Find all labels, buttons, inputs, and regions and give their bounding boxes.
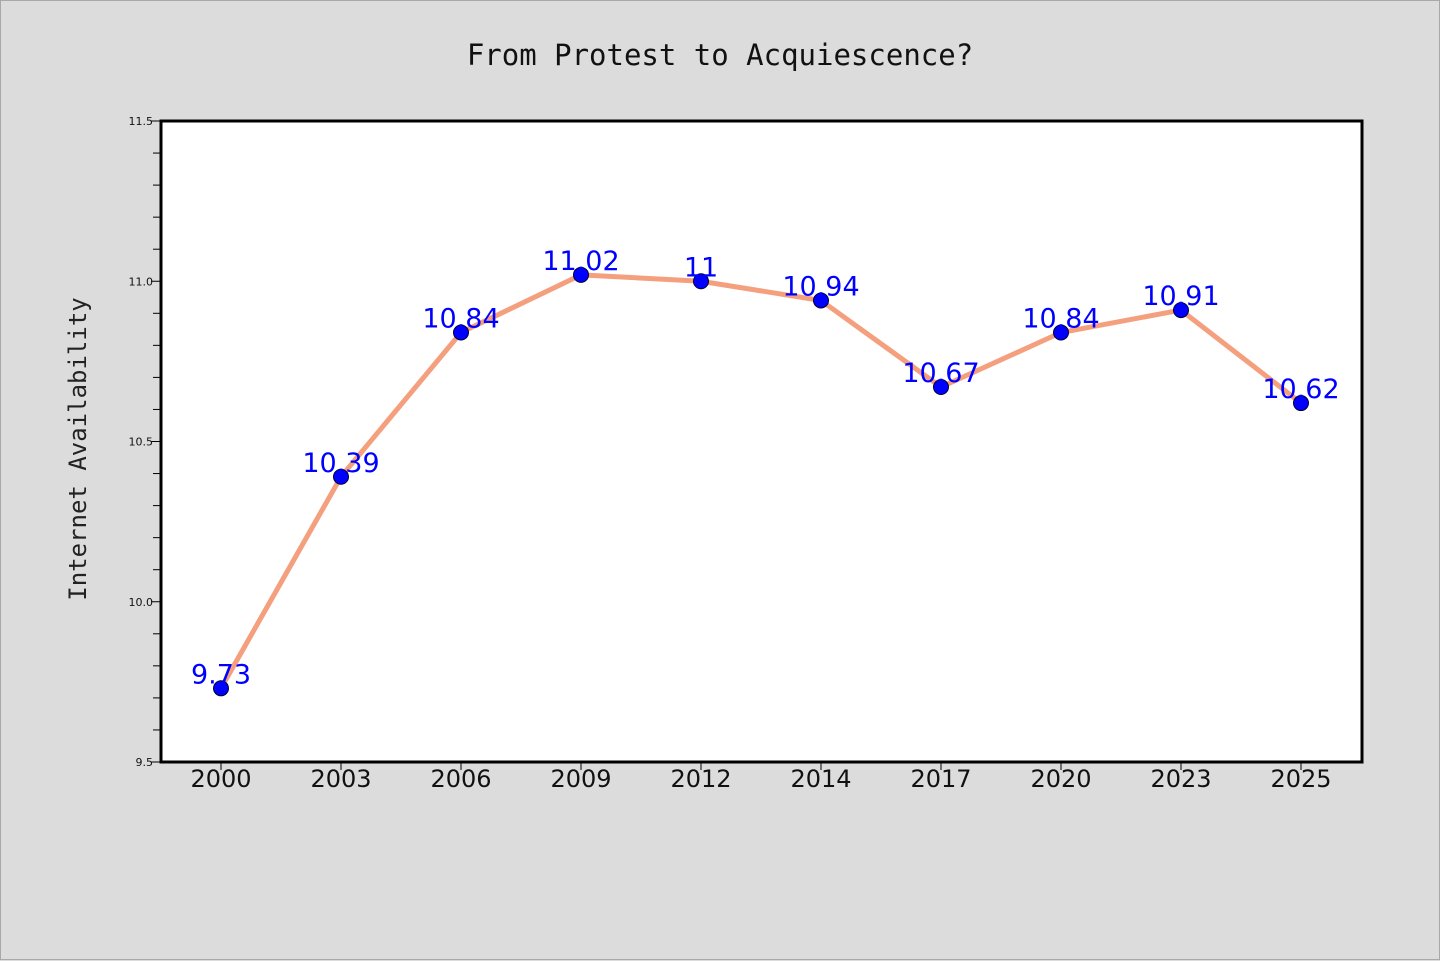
data-point <box>1173 302 1189 319</box>
chart-title: From Protest to Acquiescence? <box>467 38 973 72</box>
x-tick-label: 2009 <box>550 765 611 793</box>
data-label: 10.39 <box>302 448 379 479</box>
data-label: 10.94 <box>782 271 859 302</box>
y-tick-label: 11.5 <box>129 115 154 128</box>
data-point <box>1293 395 1309 412</box>
y-tick-label: 11.0 <box>129 275 154 288</box>
data-label: 10.62 <box>1262 374 1339 405</box>
x-tick-label: 2014 <box>790 765 851 793</box>
data-label: 11 <box>684 252 718 283</box>
x-axis: 2000 2003 2006 2009 2012 2014 2017 2020 2023 2025 <box>190 762 1332 793</box>
data-point <box>1053 324 1069 341</box>
data-point <box>453 324 469 341</box>
data-label: 10.84 <box>1022 304 1099 335</box>
y-tick-label: 10.5 <box>129 436 154 449</box>
data-point <box>693 273 709 290</box>
x-tick-label: 2003 <box>310 765 371 793</box>
x-tick-label: 2020 <box>1030 765 1091 793</box>
data-point <box>573 266 589 283</box>
data-point <box>933 379 949 396</box>
data-label: 9.73 <box>191 659 251 690</box>
x-tick-label: 2000 <box>190 765 251 793</box>
y-tick-label: 10.0 <box>129 596 154 609</box>
series-layer <box>213 266 1309 697</box>
data-point <box>813 292 829 309</box>
series-line <box>218 272 1304 691</box>
y-axis-label: Internet Availability <box>64 297 92 600</box>
data-label: 10.91 <box>1142 281 1219 312</box>
data-point <box>333 468 349 485</box>
x-tick-label: 2023 <box>1150 765 1211 793</box>
y-axis: 9.5 10.0 10.5 11.0 11.5 <box>129 115 161 769</box>
x-tick-label: 2012 <box>670 765 731 793</box>
data-label: 10.67 <box>902 358 979 389</box>
x-tick-label: 2017 <box>910 765 971 793</box>
data-labels: 9.73 10.39 10.84 11.02 11 10.94 10.67 10.84 10.9… <box>191 246 1340 690</box>
x-tick-label: 2006 <box>430 765 491 793</box>
y-tick-label: 9.5 <box>136 756 154 769</box>
data-label: 11.02 <box>542 246 619 277</box>
data-label: 10.84 <box>422 304 499 335</box>
plot-area <box>159 119 1364 764</box>
x-tick-label: 2025 <box>1270 765 1331 793</box>
data-point <box>213 680 229 697</box>
